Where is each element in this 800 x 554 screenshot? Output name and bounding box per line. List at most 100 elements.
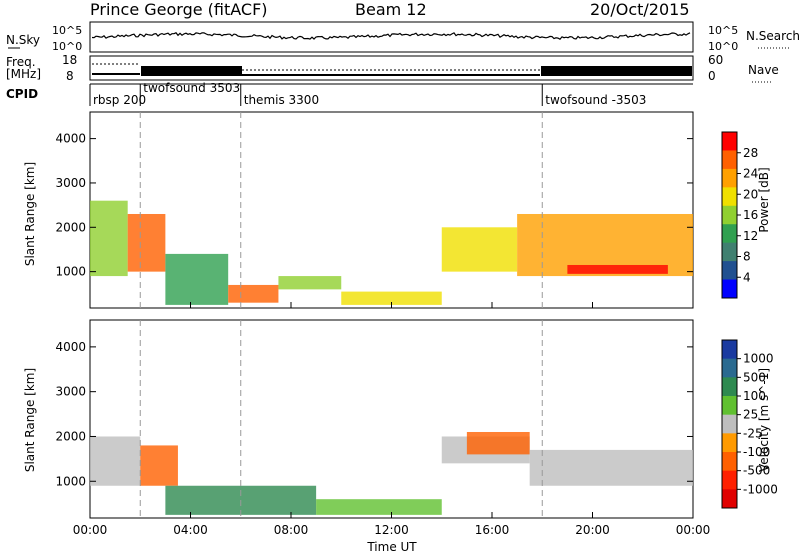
nave-right-tick-bottom: 0 [708,69,716,83]
x-tick-label: 08:00 [274,523,309,537]
cpid-program-label: rbsp 200 [93,93,146,107]
echo-region [341,291,442,305]
colorbar-tick-label: 25 [743,408,758,422]
x-tick-label: 00:00 [676,523,711,537]
colorbar-tick-label: 28 [743,146,758,160]
colorbar-tick-label: 1000 [743,352,774,366]
velocity-colorbar: 1000 500 100 25 -25 -100 -500 -1000 [721,339,778,509]
y-tick-label: 2000 [55,429,86,443]
colorbar-swatch [722,205,737,225]
colorbar-tick-label: 20 [743,187,758,201]
colorbar-swatch [722,187,737,207]
colorbar-tick-label: 16 [743,208,758,222]
echo-region [165,253,229,305]
colorbar-swatch [722,340,737,360]
nave-label: Nave [748,63,779,77]
colorbar-swatch [722,132,737,151]
y-tick-label: 4000 [55,340,86,354]
y-tick-label: 2000 [55,220,86,234]
nsky-left-tick-bottom: 10^0 [52,40,82,53]
echo-region [228,284,279,303]
nsearch-label: N.Search [746,29,800,43]
cpid-label: CPID [6,87,38,101]
colorbar-swatch [722,489,737,509]
colorbar-swatch [722,279,737,299]
x-axis-label: Time UT [366,540,417,554]
freq-left-tick-top: 18 [62,53,77,67]
power-y-axis: 1000 2000 3000 4000 [55,132,693,279]
echo-region [90,436,141,486]
echo-region [529,449,693,486]
echo-region [441,227,518,272]
cpid-program-label: twofsound 3503 [143,81,240,95]
nsky-strip: N.Sky 10^5 10^0 10^5 10^0 N.Search [6,21,800,53]
colorbar-tick-label: -25 [743,426,763,440]
x-tick-label: 20:00 [575,523,610,537]
colorbar-swatch [722,242,737,262]
colorbar-tick-label: 100 [743,389,766,403]
colorbar-swatch [722,470,737,490]
colorbar-swatch [722,433,737,453]
nsky-label: N.Sky [6,33,40,47]
colorbar-swatch [722,377,737,397]
colorbar-tick-label: -1000 [743,482,778,496]
colorbar-tick-label: -500 [743,464,770,478]
x-tick-label: 00:00 [73,523,108,537]
freq-unit-label: [MHz] [6,67,41,81]
colorbar-frame [721,339,738,509]
y-tick-label: 3000 [55,176,86,190]
freq-left-tick-bottom: 8 [66,69,74,83]
colorbar-swatch [722,224,737,244]
colorbar-tick-label: 24 [743,167,758,181]
echo-region [278,276,342,290]
nsky-trace [91,32,691,40]
velocity-y-axis-label: Slant Range [km] [23,368,37,472]
colorbar-tick-label: -100 [743,445,770,459]
echo-region [316,499,442,515]
nsky-right-tick-bottom: 10^0 [708,40,738,53]
colorbar-swatch [722,261,737,281]
power-data [90,200,693,305]
x-axis: 00:00 04:00 08:00 12:00 16:00 20:00 00:00 [73,302,711,537]
x-tick-label: 12:00 [374,523,409,537]
echo-region [466,431,530,455]
nsky-left-tick-top: 10^5 [52,24,82,37]
colorbar-tick-label: 500 [743,370,766,384]
nsky-right-tick-top: 10^5 [708,24,738,37]
colorbar-swatch [722,396,737,416]
cpid-program-label: twofsound -3503 [545,93,646,107]
y-tick-label: 4000 [55,132,86,146]
colorbar-tick-label: 8 [743,250,751,264]
freq-frame [89,55,694,81]
velocity-data [90,431,693,515]
x-tick-label: 04:00 [173,523,208,537]
velocity-y-axis: 1000 2000 3000 4000 [55,340,693,488]
beam-label: Beam 12 [355,0,427,19]
velocity-colorbar-label: Velocity [m s^-1] [757,368,771,472]
colorbar-swatch [722,358,737,378]
colorbar-tick-label: 4 [743,270,751,284]
y-tick-label: 3000 [55,385,86,399]
nave-right-tick-top: 60 [708,53,723,67]
nave-block [141,66,242,76]
x-tick-label: 16:00 [475,523,510,537]
colorbar-tick-label: 12 [743,229,758,243]
colorbar-swatch [722,168,737,188]
freq-strip: Freq. [MHz] 18 8 60 0 Nave [6,53,779,83]
echo-region [127,213,166,272]
station-title: Prince George (fitACF) [90,0,268,19]
date-label: 20/Oct/2015 [590,0,690,19]
colorbar-swatch [722,452,737,472]
power-y-axis-label: Slant Range [km] [23,162,37,266]
colorbar-swatch [722,150,737,170]
program-boundary-lines [139,112,543,518]
echo-region [567,264,668,274]
freq-label: Freq. [6,55,36,69]
echo-region [90,200,128,277]
echo-region [140,445,178,486]
cpid-program-label: themis 3300 [244,93,319,107]
power-colorbar-label: Power [dB] [757,167,771,232]
